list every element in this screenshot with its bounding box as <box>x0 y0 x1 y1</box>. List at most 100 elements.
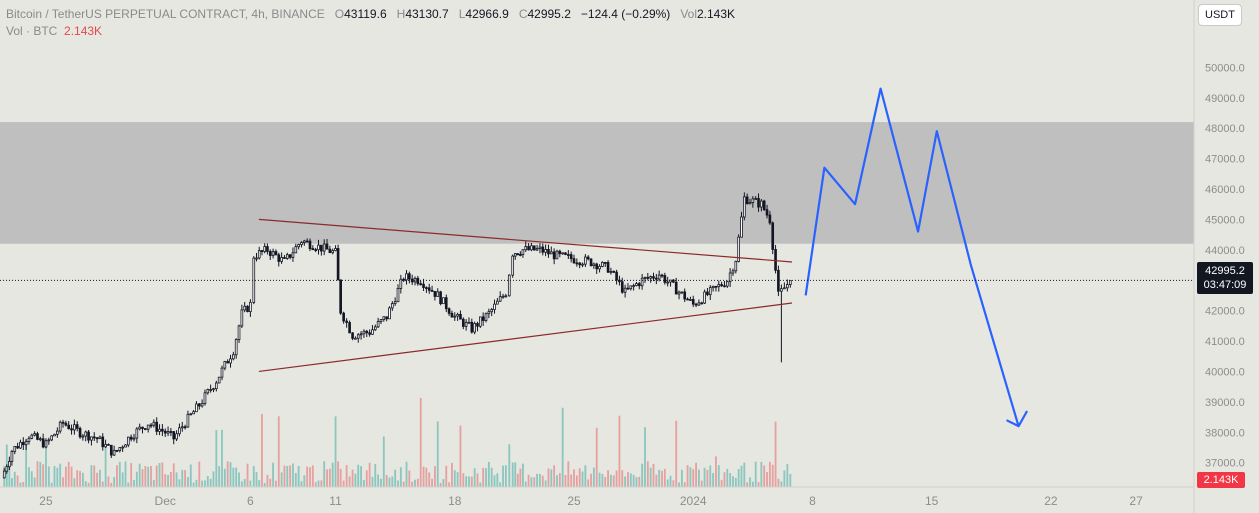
candle-body[interactable] <box>388 307 391 320</box>
candle-body[interactable] <box>575 262 579 265</box>
candle-body[interactable] <box>686 298 689 301</box>
candle-body[interactable] <box>271 251 275 256</box>
candle-body[interactable] <box>725 281 729 287</box>
candle-body[interactable] <box>390 303 394 309</box>
candle-body[interactable] <box>652 276 655 279</box>
candle-body[interactable] <box>87 431 90 441</box>
candle-body[interactable] <box>183 426 187 429</box>
candle-body[interactable] <box>36 433 39 440</box>
candle-body[interactable] <box>336 248 340 281</box>
candle-body[interactable] <box>178 427 181 435</box>
candle-body[interactable] <box>649 276 652 279</box>
candle-body[interactable] <box>711 285 715 289</box>
candle-body[interactable] <box>603 261 607 264</box>
candle-body[interactable] <box>339 279 342 314</box>
candle-body[interactable] <box>555 250 559 260</box>
candle-body[interactable] <box>302 240 306 243</box>
candle-body[interactable] <box>487 311 491 315</box>
candle-body[interactable] <box>64 422 68 426</box>
candle-body[interactable] <box>263 246 267 252</box>
candle-body[interactable] <box>13 446 17 452</box>
candle-body[interactable] <box>501 295 505 298</box>
candle-body[interactable] <box>538 246 542 249</box>
candle-body[interactable] <box>444 297 448 310</box>
candle-body[interactable] <box>620 281 624 293</box>
candle-body[interactable] <box>405 273 408 281</box>
candle-body[interactable] <box>334 248 337 251</box>
candle-body[interactable] <box>115 449 119 452</box>
candle-body[interactable] <box>243 305 247 311</box>
candle-body[interactable] <box>155 421 159 432</box>
candle-body[interactable] <box>328 248 332 254</box>
candle-body[interactable] <box>107 443 110 446</box>
candle-body[interactable] <box>41 438 45 448</box>
candle-body[interactable] <box>595 263 599 270</box>
candle-body[interactable] <box>493 303 496 310</box>
candle-body[interactable] <box>73 424 76 431</box>
candle-body[interactable] <box>683 291 687 300</box>
candle-body[interactable] <box>132 437 136 440</box>
candle-body[interactable] <box>146 424 150 430</box>
candle-body[interactable] <box>762 200 766 211</box>
candle-body[interactable] <box>598 266 601 270</box>
candle-body[interactable] <box>703 291 706 304</box>
candle-body[interactable] <box>470 321 474 333</box>
candle-body[interactable] <box>519 254 522 256</box>
candle-body[interactable] <box>305 240 309 243</box>
candle-body[interactable] <box>95 437 99 440</box>
candle-body[interactable] <box>481 316 485 321</box>
candle-body[interactable] <box>549 251 553 255</box>
candle-body[interactable] <box>217 376 221 384</box>
candle-body[interactable] <box>359 333 363 336</box>
candle-body[interactable] <box>163 430 167 434</box>
candle-body[interactable] <box>780 288 783 292</box>
candle-body[interactable] <box>626 287 630 290</box>
candle-body[interactable] <box>490 309 494 313</box>
candle-body[interactable] <box>268 251 272 256</box>
candle-body[interactable] <box>498 296 502 302</box>
candle-body[interactable] <box>632 285 635 287</box>
candle-body[interactable] <box>669 279 672 283</box>
candle-body[interactable] <box>612 270 616 273</box>
candle-body[interactable] <box>61 421 65 424</box>
candle-body[interactable] <box>720 284 723 287</box>
candle-body[interactable] <box>442 297 445 305</box>
candle-body[interactable] <box>379 319 383 322</box>
candle-body[interactable] <box>21 441 25 446</box>
candle-body[interactable] <box>98 436 102 440</box>
candle-body[interactable] <box>56 430 59 435</box>
candle-body[interactable] <box>672 279 675 283</box>
candle-body[interactable] <box>172 431 176 440</box>
candle-body[interactable] <box>354 337 357 340</box>
candle-body[interactable] <box>67 424 71 430</box>
candle-body[interactable] <box>47 439 51 442</box>
candle-body[interactable] <box>285 254 289 259</box>
candle-body[interactable] <box>569 254 573 260</box>
candle-body[interactable] <box>689 299 692 301</box>
candle-body[interactable] <box>195 403 198 413</box>
candle-body[interactable] <box>121 446 124 449</box>
candle-body[interactable] <box>484 313 488 321</box>
candle-body[interactable] <box>700 302 704 305</box>
candle-body[interactable] <box>351 332 354 339</box>
candle-body[interactable] <box>212 388 215 391</box>
candle-body[interactable] <box>257 250 261 259</box>
candle-body[interactable] <box>192 411 195 415</box>
candle-body[interactable] <box>760 200 763 208</box>
candle-body[interactable] <box>663 275 667 283</box>
candle-body[interactable] <box>368 332 371 335</box>
candle-body[interactable] <box>635 283 638 286</box>
candle-body[interactable] <box>532 245 536 251</box>
candle-body[interactable] <box>16 446 19 449</box>
candle-body[interactable] <box>427 287 431 291</box>
candle-body[interactable] <box>362 330 366 335</box>
candle-body[interactable] <box>255 257 258 260</box>
candle-body[interactable] <box>430 289 434 292</box>
candle-body[interactable] <box>237 325 241 340</box>
candle-body[interactable] <box>655 277 658 280</box>
candle-body[interactable] <box>260 250 264 253</box>
candle-body[interactable] <box>601 261 604 267</box>
candle-body[interactable] <box>266 246 269 252</box>
candle-body[interactable] <box>152 421 156 426</box>
